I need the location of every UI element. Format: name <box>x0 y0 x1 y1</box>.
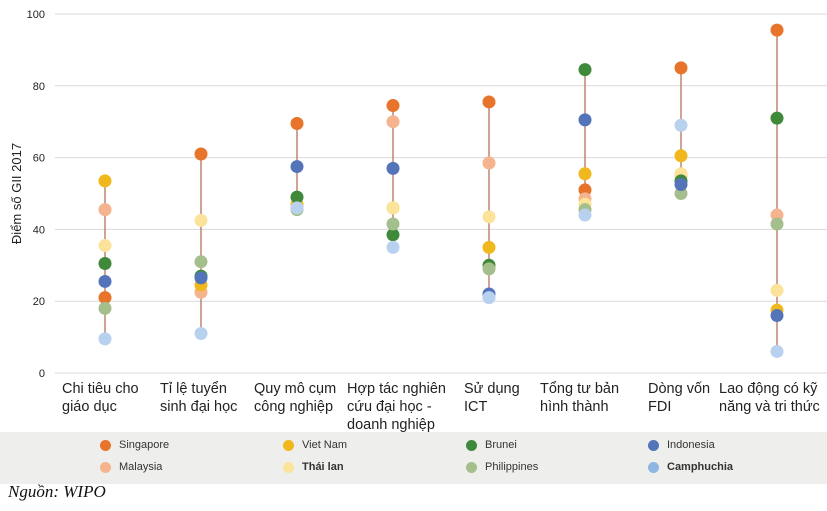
legend-label: Viet Nam <box>302 439 348 451</box>
y-axis-label: Điểm số GII 2017 <box>9 143 24 244</box>
data-point <box>482 156 496 170</box>
category-label: Tổng tư bản hình thành <box>540 381 619 415</box>
data-point <box>386 201 400 215</box>
legend-item-malaysia: Malaysia <box>100 459 162 475</box>
data-point <box>386 240 400 254</box>
legend-label: Brunei <box>485 439 517 451</box>
data-point <box>674 61 688 75</box>
legend-swatch <box>283 461 294 473</box>
data-point <box>482 210 496 224</box>
data-point <box>578 208 592 222</box>
data-point <box>98 274 112 288</box>
data-point <box>194 255 208 269</box>
data-point <box>482 291 496 305</box>
data-point <box>674 118 688 132</box>
data-point <box>290 160 304 174</box>
legend: Singapore Viet Nam Brunei Indonesia Mala… <box>0 432 827 484</box>
category-label: Chi tiêu cho giáo dục <box>62 381 139 415</box>
legend-swatch <box>100 461 111 473</box>
data-point <box>770 217 784 231</box>
data-point <box>290 116 304 130</box>
data-point <box>98 301 112 315</box>
y-tick-label: 100 <box>27 9 45 21</box>
legend-swatch <box>100 439 111 451</box>
source-note: Nguồn: WIPO <box>8 482 106 501</box>
data-point <box>194 213 208 227</box>
legend-swatch <box>648 461 659 473</box>
legend-swatch <box>466 439 477 451</box>
data-point <box>770 283 784 297</box>
data-point <box>98 174 112 188</box>
legend-item-viet-nam: Viet Nam <box>283 437 347 453</box>
data-point <box>770 344 784 358</box>
data-point <box>386 115 400 129</box>
legend-label: Malaysia <box>119 461 163 473</box>
legend-label: Indonesia <box>667 439 715 451</box>
legend-item-philippines: Philippines <box>466 459 538 475</box>
data-point <box>482 240 496 254</box>
y-tick-label: 40 <box>33 224 45 236</box>
legend-item-indonesia: Indonesia <box>648 437 715 453</box>
category-label: Tỉ lệ tuyển sinh đại học <box>160 381 237 415</box>
data-point <box>578 63 592 77</box>
data-point <box>98 291 112 305</box>
legend-label: Thái lan <box>302 461 344 473</box>
data-point <box>578 183 592 197</box>
data-point <box>386 161 400 175</box>
data-point <box>290 190 304 204</box>
data-point <box>194 327 208 341</box>
data-point <box>290 201 304 215</box>
legend-label: Philippines <box>485 461 539 473</box>
data-point <box>386 228 400 242</box>
data-point <box>482 95 496 109</box>
data-point <box>386 99 400 113</box>
data-point <box>98 332 112 346</box>
legend-label: Camphuchia <box>667 461 734 473</box>
data-point <box>386 217 400 231</box>
data-point <box>770 208 784 222</box>
data-point <box>578 167 592 181</box>
data-point <box>770 111 784 125</box>
data-point <box>98 203 112 217</box>
y-tick-label: 20 <box>33 296 45 308</box>
y-tick-label: 60 <box>33 153 45 165</box>
data-point <box>98 257 112 271</box>
legend-swatch <box>466 461 477 473</box>
data-point <box>98 239 112 253</box>
category-label: Hợp tác nghiên cứu đại học -doanh nghiệp <box>347 381 446 432</box>
legend-label: Singapore <box>119 439 170 451</box>
data-point <box>770 309 784 323</box>
dot-range-chart: 0 20 40 60 80 100 Điểm số GII 2017 Chi tiêu cho… <box>9 9 827 432</box>
legend-item-thai-lan: Thái lan <box>283 459 344 475</box>
legend-item-brunei: Brunei <box>466 437 517 453</box>
data-point <box>674 149 688 163</box>
data-point <box>674 178 688 192</box>
data-point <box>770 23 784 37</box>
category-label: Lao động có kỹ năng và tri thức <box>719 381 820 415</box>
y-tick-label: 80 <box>33 81 45 93</box>
legend-swatch <box>283 439 294 451</box>
category-label: Sử dụng ICT <box>464 381 520 415</box>
data-point <box>194 147 208 161</box>
legend-swatch <box>648 439 659 451</box>
data-point <box>194 271 208 285</box>
category-label: Dòng vốn FDI <box>648 381 710 415</box>
legend-item-camphuchia: Camphuchia <box>648 459 733 475</box>
y-tick-label: 0 <box>39 368 45 380</box>
data-point <box>674 187 688 200</box>
category-label: Quy mô cụm công nghiệp <box>254 381 336 415</box>
legend-item-singapore: Singapore <box>100 437 169 453</box>
data-point <box>482 262 496 276</box>
data-point <box>578 113 592 127</box>
